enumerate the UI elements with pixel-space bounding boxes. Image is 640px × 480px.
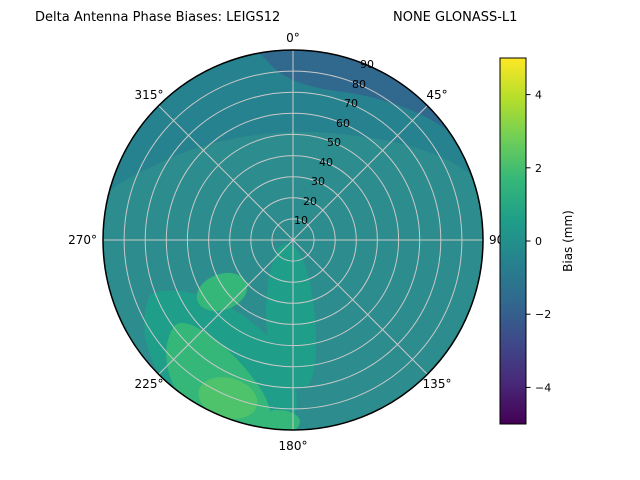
azimuth-label-315: 315° — [135, 88, 164, 102]
radial-label-50: 50 — [327, 136, 341, 149]
colorbar-axis-label: Bias (mm) — [561, 210, 575, 272]
radial-label-10: 10 — [294, 214, 308, 227]
azimuth-spoke-grid — [103, 50, 483, 430]
contour-region-neg2 — [260, 50, 449, 131]
azimuth-tick-labels: 0° 45° 90° 135° 180° 225° 270° 315° — [68, 31, 510, 453]
azimuth-label-270: 270° — [68, 233, 97, 247]
azimuth-label-45: 45° — [426, 88, 447, 102]
colorbar: 4 2 0 −2 −4 Bias (mm) — [499, 57, 575, 425]
colorbar-tick-label-2: 2 — [535, 162, 542, 175]
colorbar-ticks — [526, 94, 531, 388]
polar-outline — [102, 49, 484, 431]
colorbar-tick-label-0: 0 — [535, 235, 542, 248]
radial-label-40: 40 — [319, 156, 333, 169]
contour-region-pos3-core — [198, 377, 258, 419]
colorbar-tick-label-4: 4 — [535, 89, 542, 102]
azimuth-label-225: 225° — [135, 377, 164, 391]
colorbar-tick-label-neg4: −4 — [535, 381, 551, 394]
azimuth-label-135: 135° — [423, 377, 452, 391]
radial-label-30: 30 — [311, 175, 325, 188]
radial-label-70: 70 — [344, 97, 358, 110]
colorbar-tick-label-neg2: −2 — [535, 308, 551, 321]
chart-title-left: Delta Antenna Phase Biases: LEIGS12 — [35, 10, 280, 25]
colorbar-gradient — [499, 57, 527, 425]
radial-label-90: 90 — [360, 58, 374, 71]
radial-label-60: 60 — [336, 117, 350, 130]
colorbar-tick-labels: 4 2 0 −2 −4 — [535, 89, 551, 395]
spoke-45-225 — [158, 105, 428, 375]
azimuth-label-0: 0° — [286, 31, 300, 45]
chart-title-right: NONE GLONASS-L1 — [393, 10, 517, 25]
contour-field — [103, 50, 483, 430]
radial-label-80: 80 — [352, 78, 366, 91]
azimuth-label-180: 180° — [279, 439, 308, 453]
radial-label-20: 20 — [303, 195, 317, 208]
radial-tick-labels: 10 20 30 40 50 60 70 80 90 — [294, 58, 374, 227]
